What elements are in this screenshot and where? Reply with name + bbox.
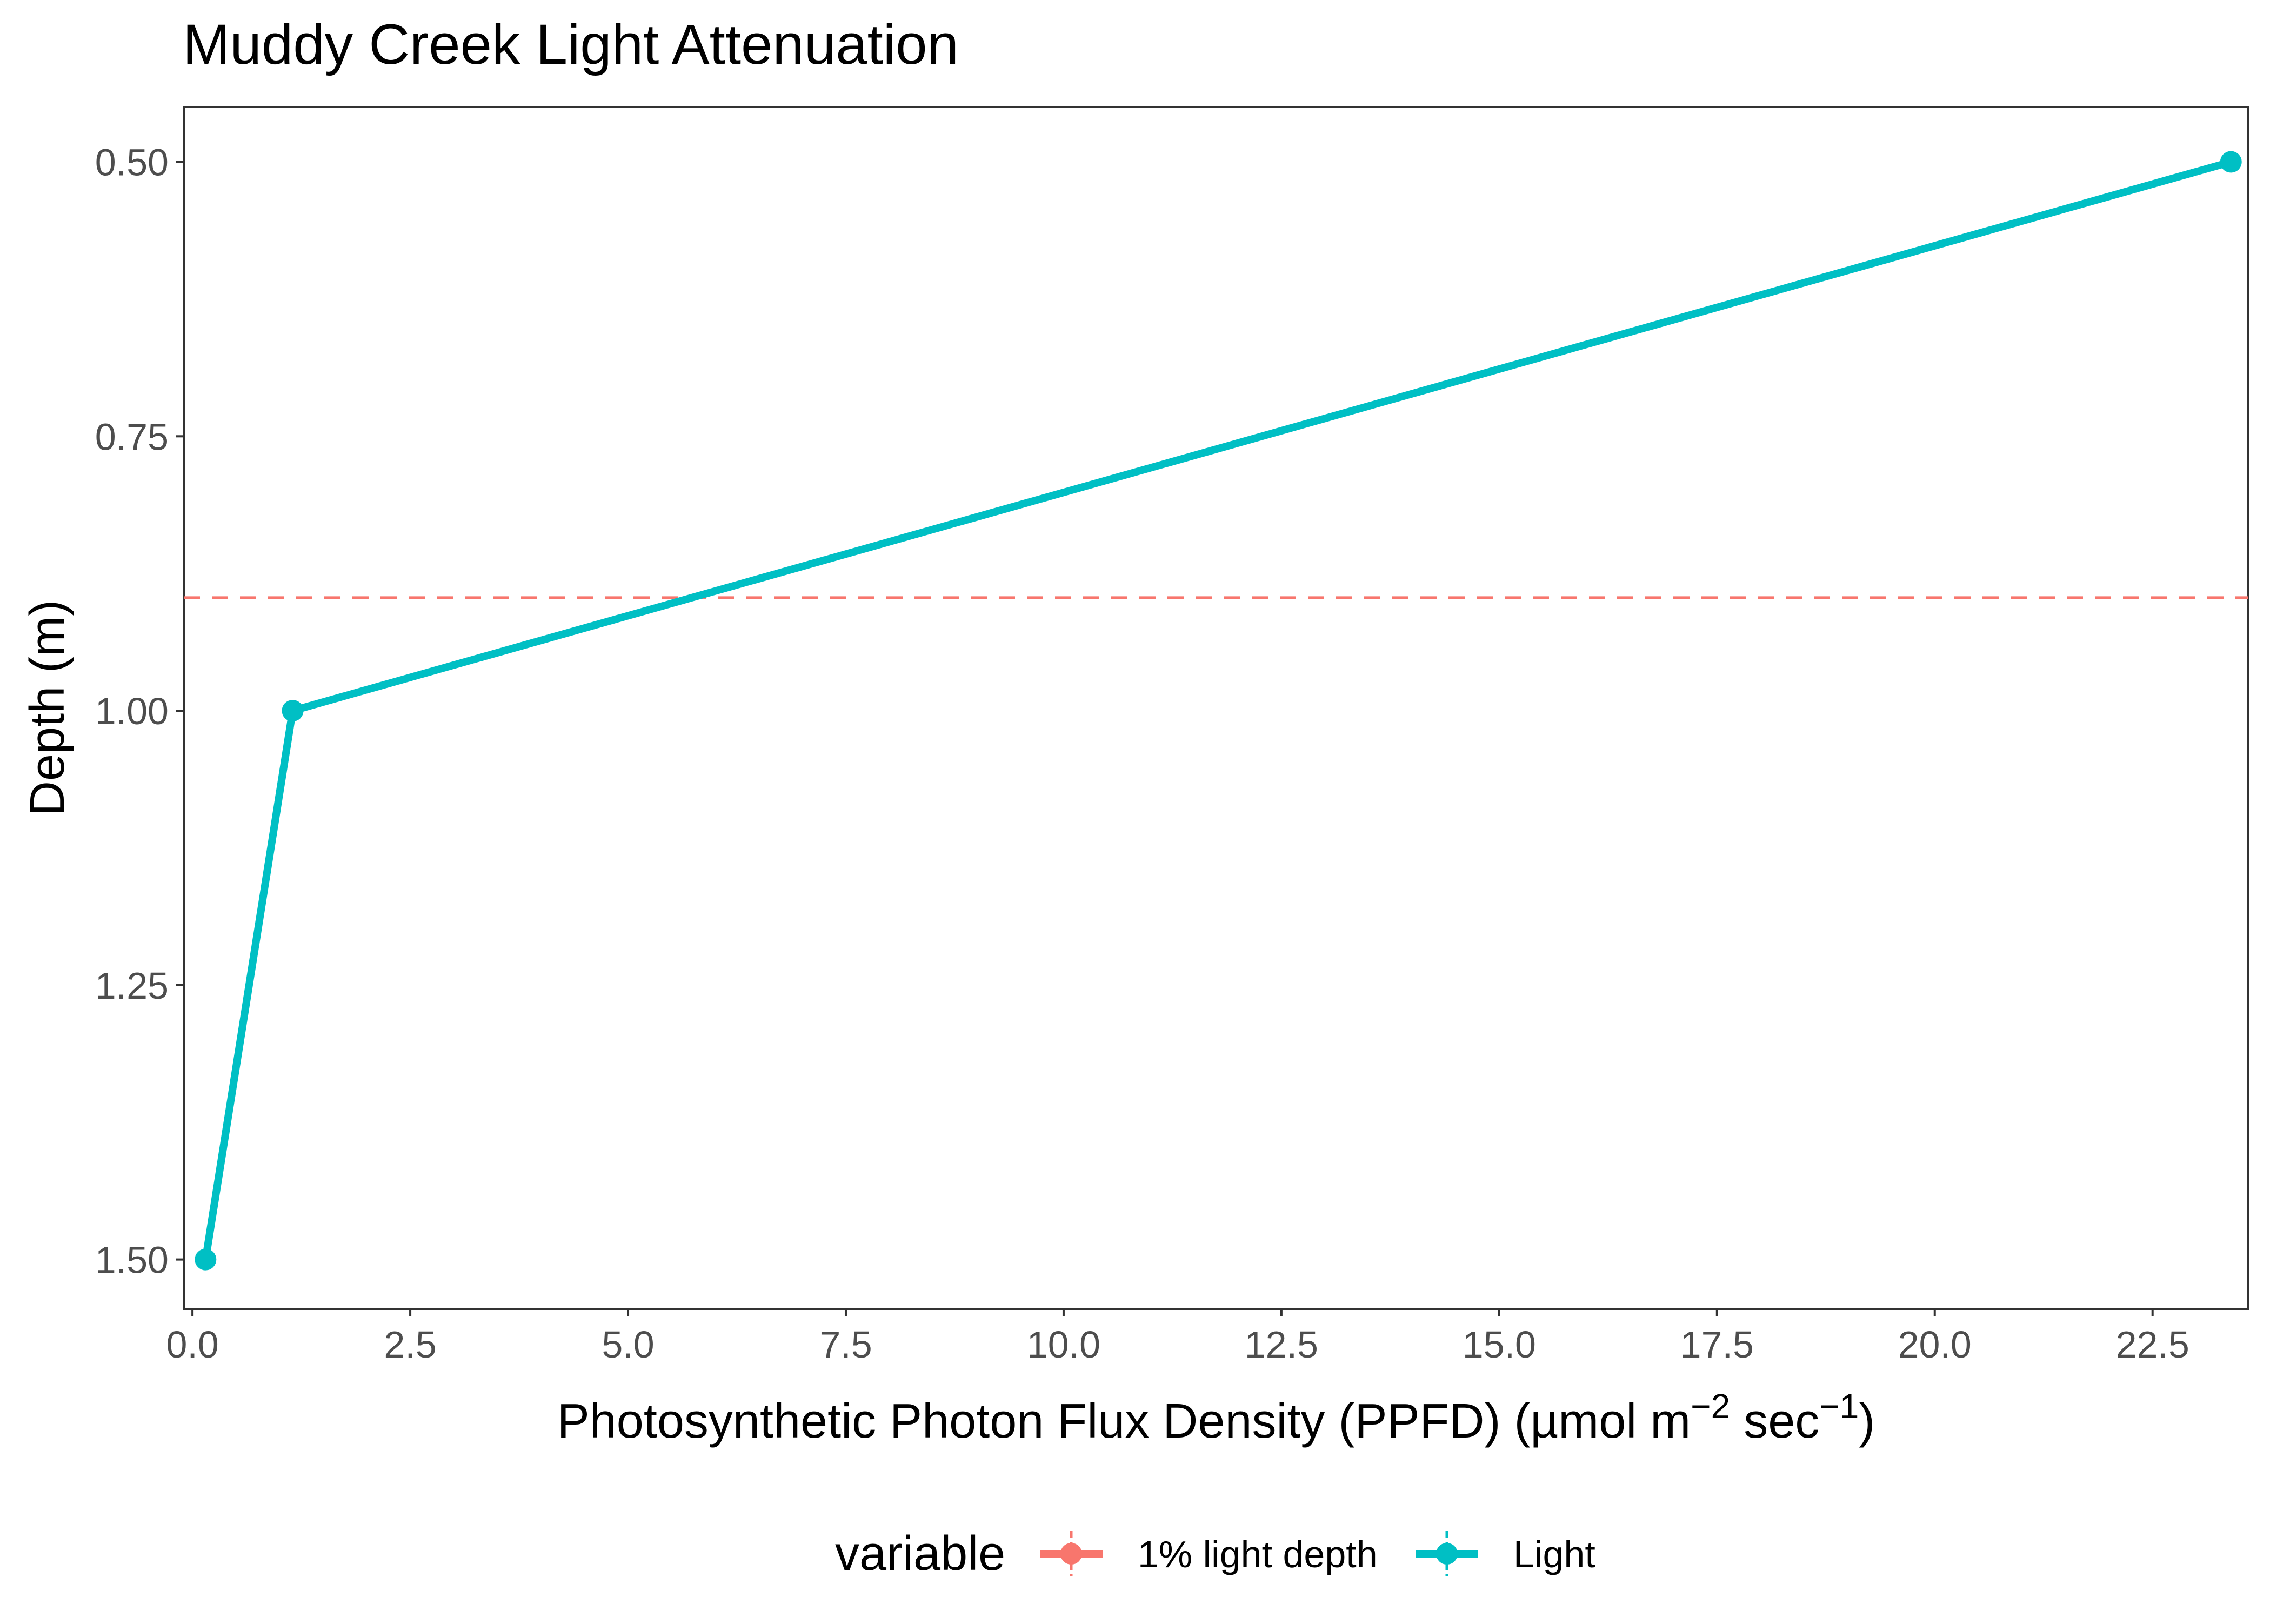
y-tick-label-0: 0.50 [95, 142, 169, 184]
x-tick-label-9: 22.5 [2116, 1324, 2189, 1366]
y-axis: 0.50 0.75 1.00 1.25 1.50 [95, 142, 184, 1281]
plot-panel [183, 106, 2249, 1310]
x-axis-title-main: Photosynthetic Photon Flux Density (PPFD… [557, 1394, 1691, 1448]
y-tick-label-2: 1.00 [95, 690, 169, 732]
x-tick-label-0: 0.0 [166, 1324, 218, 1366]
data-point-light-0 [2220, 151, 2242, 173]
x-tick-label-6: 15.0 [1463, 1324, 1536, 1366]
x-tick-label-4: 10.0 [1027, 1324, 1100, 1366]
x-tick-label-3: 7.5 [819, 1324, 872, 1366]
y-axis-title: Depth (m) [21, 600, 75, 816]
legend: variable 1% light depth Light [835, 1527, 1595, 1581]
x-tick-label-7: 17.5 [1680, 1324, 1754, 1366]
x-axis-title: Photosynthetic Photon Flux Density (PPFD… [557, 1387, 1875, 1448]
data-point-light-2 [195, 1248, 217, 1271]
x-tick-label-5: 12.5 [1245, 1324, 1318, 1366]
x-tick-label-2: 5.0 [602, 1324, 654, 1366]
x-axis: 0.0 2.5 5.0 7.5 10.0 12.5 15.0 17.5 20.0 22.5 [166, 1309, 2189, 1366]
y-tick-label-3: 1.25 [95, 965, 169, 1007]
legend-key-point-0 [1060, 1543, 1082, 1565]
legend-label-1: Light [1513, 1533, 1595, 1575]
legend-title: variable [835, 1527, 1005, 1581]
x-tick-label-1: 2.5 [384, 1324, 436, 1366]
y-tick-label-4: 1.50 [95, 1239, 169, 1281]
x-axis-title-sup2: −1 [1819, 1387, 1859, 1426]
x-axis-title-sup1: −2 [1691, 1387, 1730, 1426]
x-tick-label-8: 20.0 [1898, 1324, 1972, 1366]
x-axis-title-end: ) [1859, 1394, 1875, 1448]
chart-title: Muddy Creek Light Attenuation [183, 13, 959, 76]
legend-label-0: 1% light depth [1138, 1533, 1378, 1575]
legend-key-point-1 [1436, 1543, 1458, 1565]
data-point-light-1 [282, 700, 304, 722]
y-tick-label-1: 0.75 [95, 416, 169, 458]
x-axis-title-mid: sec [1730, 1394, 1819, 1448]
points-layer [195, 151, 2242, 1271]
